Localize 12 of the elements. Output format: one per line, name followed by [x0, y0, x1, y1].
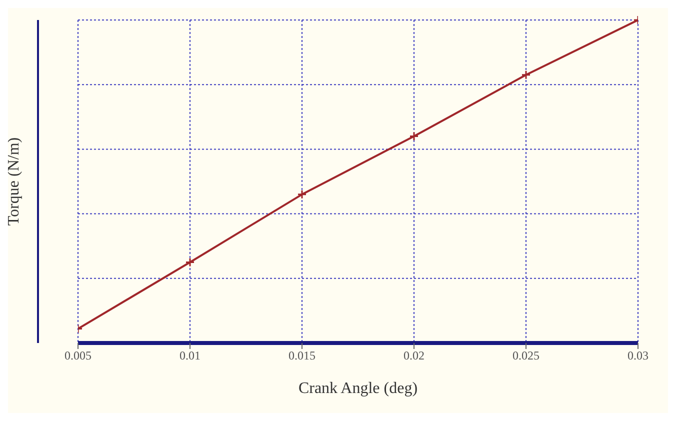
point: [185, 258, 195, 267]
x-tick-label: 0.015: [288, 348, 316, 363]
point: [409, 132, 419, 142]
x-tick-label: 0.025: [512, 348, 540, 363]
y-axis-title: Torque (N/m): [6, 137, 23, 226]
x-tick-label: 0.02: [404, 348, 424, 363]
x-tick-label: 0.03: [628, 348, 648, 363]
x-axis-title: Crank Angle (deg): [298, 380, 418, 397]
point: [521, 70, 531, 80]
x-tick-label: 0.005: [64, 348, 92, 363]
point: [297, 190, 307, 200]
x-tick-label: 0.01: [180, 348, 200, 363]
